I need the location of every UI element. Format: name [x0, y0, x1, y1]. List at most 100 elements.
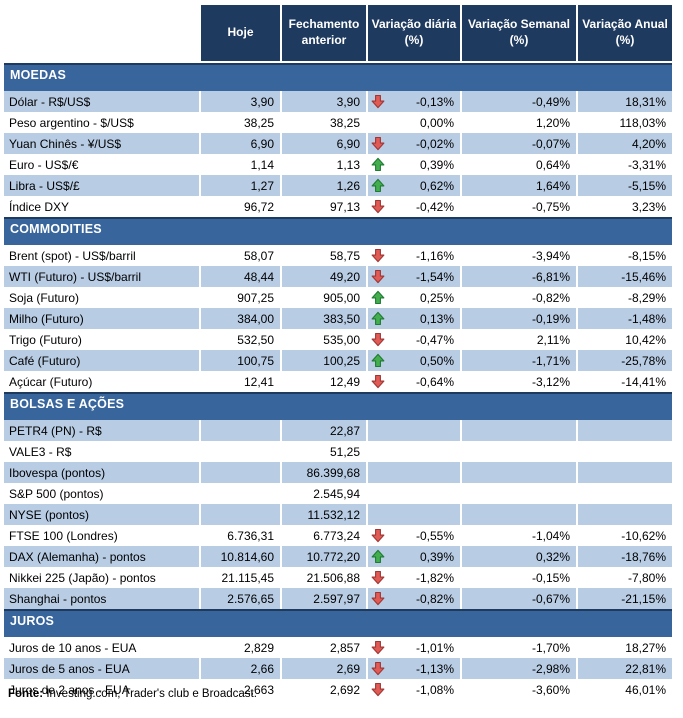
cell-value: -0,47%	[415, 332, 454, 347]
cell-variacao-anual: 4,20%	[576, 133, 672, 154]
cell-hoje	[199, 441, 280, 462]
column-header: Variação diária (%)	[366, 5, 460, 61]
cell-label: Peso argentino - $/US$	[9, 115, 134, 130]
cell-value: -0,82%	[415, 591, 454, 606]
cell-variacao-anual	[576, 441, 672, 462]
cell-variacao-anual: -7,80%	[576, 567, 672, 588]
arrow-down-icon	[370, 527, 386, 545]
cell-label: PETR4 (PN) - R$	[4, 420, 199, 441]
cell-variacao-diaria: 0,39%	[366, 546, 460, 567]
table-row: Café (Futuro) 100,75 100,25 0,50% -1,71% -25,…	[4, 350, 672, 371]
cell-variacao-semanal: 1,20%	[460, 112, 576, 133]
cell-variacao-diaria: -0,55%	[366, 525, 460, 546]
cell-variacao-anual: -8,29%	[576, 287, 672, 308]
cell-label: Shanghai - pontos	[4, 588, 199, 609]
source-label: Fonte:	[8, 688, 44, 700]
cell-value: 0,62%	[419, 178, 454, 193]
table-row: Nikkei 225 (Japão) - pontos 21.115,45 21.5…	[4, 567, 672, 588]
cell-hoje: 532,50	[199, 329, 280, 350]
cell-variacao-diaria	[366, 504, 460, 525]
arrow-up-icon	[370, 548, 386, 566]
table-row: VALE3 - R$ 51,25	[4, 441, 672, 462]
cell-variacao-semanal: -2,98%	[460, 658, 576, 679]
cell-fechamento-anterior: 2,69	[280, 658, 366, 679]
table-row: Juros de 2 anos - EUA 2,663 2,692 -1,08% -3,…	[4, 679, 672, 700]
cell-label: Índice DXY	[9, 199, 70, 214]
cell-label: Juros de 2 anos - EUA	[9, 682, 130, 697]
arrow-down-icon	[370, 198, 386, 216]
arrow-down-icon	[370, 681, 386, 699]
arrow-down-icon	[370, 569, 386, 587]
cell-value: -0,02%	[415, 136, 454, 151]
cell-hoje: 3,90	[199, 91, 280, 112]
cell-variacao-anual: -10,62%	[576, 525, 672, 546]
table-row: Soja (Futuro) 907,25 905,00 0,25% -0,82% -8,2…	[4, 287, 672, 308]
cell-hoje: 10.814,60	[199, 546, 280, 567]
cell-variacao-diaria: -0,13%	[366, 91, 460, 112]
column-header: Variação Semanal (%)	[460, 5, 576, 61]
cell-variacao-semanal: -1,70%	[460, 637, 576, 658]
cell-variacao-anual: 22,81%	[576, 658, 672, 679]
table-row: Yuan Chinês - ¥/US$ 6,90 6,90 -0,02% -0,07% 4…	[4, 133, 672, 154]
cell-variacao-anual: 10,42%	[576, 329, 672, 350]
cell-label: Yuan Chinês - ¥/US$	[4, 133, 199, 154]
cell-value: -1,08%	[415, 682, 454, 697]
source-note: Fonte: Investing.com, Trader's club e Br…	[8, 688, 257, 700]
cell-label: Libra - US$/£	[4, 175, 199, 196]
cell-variacao-diaria: -0,02%	[366, 133, 460, 154]
cell-value: 0,50%	[419, 353, 454, 368]
cell-variacao-diaria: 0,25%	[366, 287, 460, 308]
cell-fechamento-anterior: 905,00	[280, 287, 366, 308]
cell-value: -1,01%	[415, 640, 454, 655]
table-row: S&P 500 (pontos) 2.545,94	[4, 483, 672, 504]
cell-variacao-anual: -1,48%	[576, 308, 672, 329]
cell-value: -0,64%	[415, 374, 454, 389]
cell-fechamento-anterior: 3,90	[280, 91, 366, 112]
cell-variacao-anual	[576, 504, 672, 525]
table-row: PETR4 (PN) - R$ 22,87	[4, 420, 672, 441]
table-header: Hoje Fechamento anterior Variação diária (…	[4, 5, 672, 61]
cell-fechamento-anterior: 38,25	[280, 112, 366, 133]
cell-hoje: 38,25	[199, 112, 280, 133]
cell-label: DAX (Alemanha) - pontos	[4, 546, 199, 567]
arrow-up-icon	[370, 156, 386, 174]
cell-value: -1,54%	[415, 269, 454, 284]
cell-label: Euro - US$/€	[9, 157, 79, 172]
cell-variacao-semanal	[460, 462, 576, 483]
cell-hoje	[199, 483, 280, 504]
section-header: COMMODITIES	[4, 217, 672, 245]
cell-variacao-anual: 118,03%	[576, 112, 672, 133]
cell-fechamento-anterior: 100,25	[280, 350, 366, 371]
cell-variacao-semanal: -0,82%	[460, 287, 576, 308]
column-header: Fechamento anterior	[280, 5, 366, 61]
cell-variacao-anual: 18,31%	[576, 91, 672, 112]
cell-variacao-semanal: 0,32%	[460, 546, 576, 567]
cell-variacao-semanal	[460, 420, 576, 441]
arrow-down-icon	[370, 268, 386, 286]
cell-value: -0,13%	[415, 94, 454, 109]
table-row: Milho (Futuro) 384,00 383,50 0,13% -0,19% -1,…	[4, 308, 672, 329]
table-row: Euro - US$/€ 1,14 1,13 0,39% 0,64% -3,31%	[4, 154, 672, 175]
table-row: Juros de 10 anos - EUA 2,829 2,857 -1,01% -1…	[4, 637, 672, 658]
cell-hoje: 907,25	[199, 287, 280, 308]
cell-fechamento-anterior: 2.545,94	[280, 483, 366, 504]
cell-value: 0,39%	[419, 157, 454, 172]
table-row: FTSE 100 (Londres) 6.736,31 6.773,24 -0,55%…	[4, 525, 672, 546]
cell-variacao-diaria: -0,42%	[366, 196, 460, 217]
cell-hoje: 1,14	[199, 154, 280, 175]
cell-hoje: 1,27	[199, 175, 280, 196]
table-row: DAX (Alemanha) - pontos 10.814,60 10.772,2…	[4, 546, 672, 567]
cell-label: Trigo (Futuro)	[9, 332, 82, 347]
cell-variacao-diaria: 0,50%	[366, 350, 460, 371]
cell-value: 0,13%	[419, 311, 454, 326]
cell-variacao-diaria: -1,13%	[366, 658, 460, 679]
table-row: Peso argentino - $/US$ 38,25 38,25 0,00% 1,2…	[4, 112, 672, 133]
cell-label: Nikkei 225 (Japão) - pontos	[9, 570, 156, 585]
table-row: Ibovespa (pontos) 86.399,68	[4, 462, 672, 483]
cell-fechamento-anterior: 11.532,12	[280, 504, 366, 525]
cell-variacao-semanal: -1,71%	[460, 350, 576, 371]
table-row: Trigo (Futuro) 532,50 535,00 -0,47% 2,11% 10,…	[4, 329, 672, 350]
cell-variacao-diaria	[366, 441, 460, 462]
cell-fechamento-anterior: 22,87	[280, 420, 366, 441]
empty-corner-cell	[4, 5, 199, 61]
